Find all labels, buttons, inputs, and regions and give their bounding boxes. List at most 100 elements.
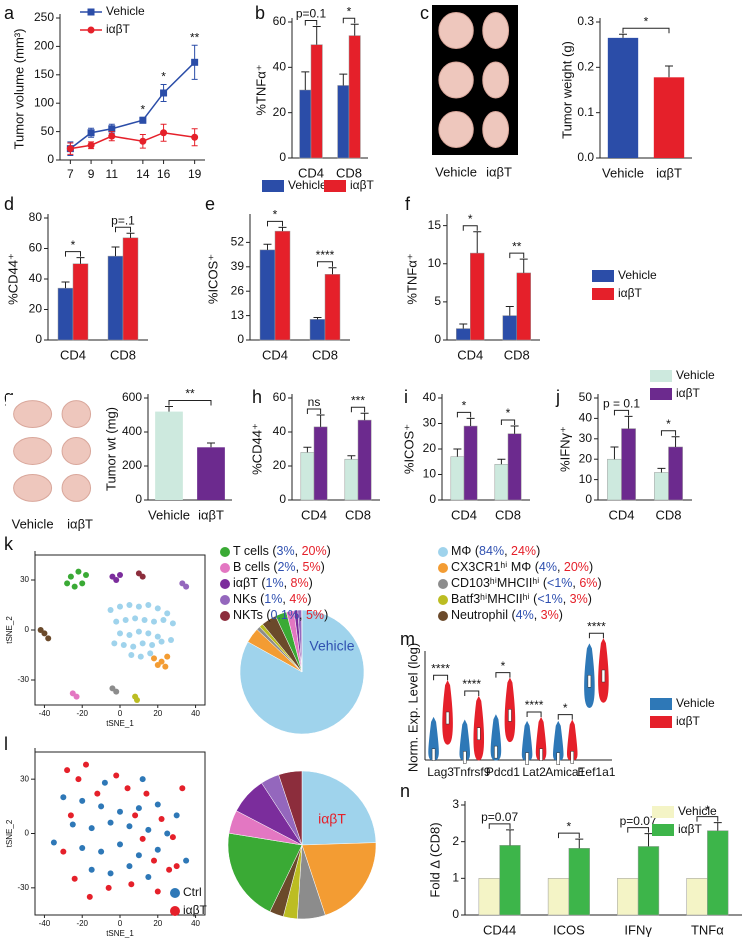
cell-point [86, 893, 93, 900]
x-tick-label: 7 [67, 167, 74, 181]
legend-label: iαβT [678, 822, 703, 836]
significance-bracket [495, 672, 511, 678]
y-axis-label: tSNE_2 [5, 819, 14, 847]
legend-swatch [262, 180, 284, 192]
bar [607, 37, 639, 158]
legend-marker [438, 595, 448, 605]
significance-label: * [141, 103, 146, 117]
error-bar [328, 267, 337, 275]
violin [459, 719, 470, 761]
legend-text-part: , [504, 544, 511, 558]
error-bar [111, 246, 120, 257]
significance-label: * [705, 803, 710, 817]
y-axis-label: Norm. Exp. Level (log) [405, 643, 420, 772]
legend-text-part: 20% [302, 544, 327, 558]
legend-marker [438, 563, 448, 573]
significance-bracket [464, 690, 480, 696]
legend-marker [220, 611, 230, 621]
y-tick-label: 60 [273, 390, 287, 404]
x-axis-label: tSNE_1 [106, 719, 134, 728]
cell-point [139, 640, 146, 647]
cell-point [37, 627, 44, 633]
cell-point [60, 794, 67, 801]
y-tick-label: -30 [17, 675, 29, 684]
cell-point [164, 610, 171, 617]
bar [313, 426, 328, 501]
y-axis-label: %ICOS⁺ [205, 254, 220, 304]
x-tick-label: CD8 [312, 347, 338, 362]
y-tick-label: 60 [273, 14, 287, 28]
y-tick-label: 40 [29, 271, 43, 285]
tumor [61, 437, 92, 465]
cell-point [79, 797, 86, 804]
significance-label: ** [185, 387, 195, 401]
significance-bracket [317, 261, 333, 267]
bar [547, 878, 570, 916]
legend-marker [220, 563, 230, 573]
significance-label: p=.1 [111, 213, 135, 227]
pie-label: Vehicle [309, 638, 354, 654]
cell-point [111, 640, 118, 647]
significance-bracket [433, 674, 449, 681]
significance-bracket [622, 27, 670, 34]
significance-bracket [660, 430, 677, 436]
significance-label: p=0.07 [620, 814, 657, 828]
cell-point [173, 863, 180, 870]
legend-text-part: ) [559, 608, 563, 622]
significance-bracket [168, 400, 212, 406]
y-tick-label: 5 [434, 294, 441, 308]
y-tick-label: 2 [452, 834, 459, 848]
bar [57, 287, 74, 341]
significance-bracket [306, 408, 322, 414]
y-tick-label: 600 [122, 390, 142, 404]
error-bar [505, 305, 514, 316]
significance-bracket [588, 632, 604, 639]
y-axis-label: %TNFα⁺ [404, 253, 419, 304]
legend-label: CD103ʰⁱMHCIIʰⁱ (<1%, 6%) [451, 576, 602, 590]
legend-text-part: B cells [233, 560, 270, 574]
cell-point [162, 663, 169, 670]
violin-box [539, 748, 543, 761]
cell-point [113, 688, 120, 695]
y-tick-label: 39 [231, 259, 245, 273]
cell-point [132, 812, 139, 819]
significance-label: *** [351, 393, 365, 407]
y-tick-label: 200 [34, 39, 54, 53]
violin-box [431, 748, 436, 761]
violin [490, 714, 502, 761]
error-bar [519, 258, 528, 273]
significance-bracket [557, 714, 573, 720]
legend-text-part: ) [327, 544, 331, 558]
cell-point [94, 790, 101, 797]
significance-bracket [627, 827, 650, 833]
cell-point [113, 618, 120, 625]
legend-text-part: 84% [479, 544, 504, 558]
bar [668, 446, 683, 501]
error-bar [665, 65, 673, 78]
bar [568, 848, 590, 916]
bar [686, 878, 708, 916]
significance-label: ** [190, 30, 200, 44]
cell-point [83, 761, 89, 768]
bar [197, 447, 225, 500]
x-tick-label: CD8 [345, 507, 371, 522]
legend-marker [87, 26, 95, 34]
bar [337, 85, 350, 159]
y-tick-label: 0 [585, 492, 592, 506]
error-bar [619, 33, 627, 38]
cell-point [154, 801, 161, 808]
y-tick-label: 20 [273, 105, 287, 119]
violin [428, 716, 439, 761]
legend-text-part: ( [266, 608, 271, 622]
legend-text-part: ( [273, 560, 278, 574]
cell-point [141, 617, 148, 623]
violin-box [570, 751, 574, 764]
bar [470, 252, 485, 341]
bar [450, 456, 465, 501]
x-tick-label: CD8 [110, 347, 136, 362]
error-bar [497, 458, 506, 465]
cell-point [64, 767, 71, 774]
significance-label: * [71, 238, 76, 252]
x-tick-label: CD8 [495, 507, 521, 522]
violin-box [587, 675, 592, 688]
